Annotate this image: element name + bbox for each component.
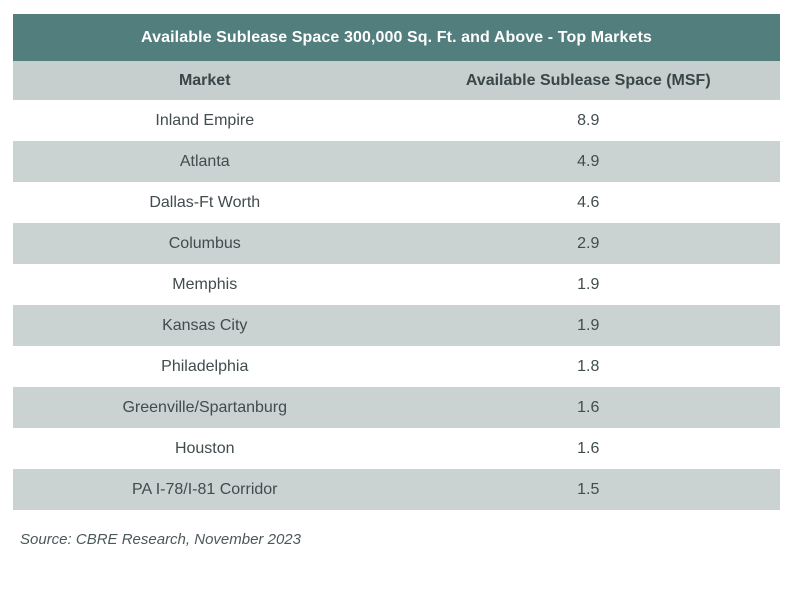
market-cell: Inland Empire [155,111,255,129]
table-row: Dallas-Ft Worth 4.6 [13,182,780,223]
market-cell: Houston [174,439,235,457]
table-title: Available Sublease Space 300,000 Sq. Ft.… [141,28,652,46]
column-header-value: Available Sublease Space (MSF) [465,71,711,89]
market-cell: Dallas-Ft Worth [149,193,261,211]
market-cell: Philadelphia [161,357,249,375]
table-row: Philadelphia 1.8 [13,346,780,387]
value-cell: 4.9 [577,152,600,170]
value-cell: 4.6 [577,193,600,211]
table-body: Inland Empire 8.9 Atlanta 4.9 Dallas-Ft … [13,100,780,510]
value-cell: 1.8 [577,357,600,375]
sublease-table-figure: Available Sublease Space 300,000 Sq. Ft.… [13,14,780,510]
value-cell: 1.6 [577,439,600,457]
table-row: Atlanta 4.9 [13,141,780,182]
table-row: Greenville/Spartanburg 1.6 [13,387,780,428]
value-cell: 1.9 [577,275,600,293]
table-row: Kansas City 1.9 [13,305,780,346]
value-cell: 2.9 [577,234,600,252]
value-cell: 8.9 [577,111,600,129]
market-cell: Columbus [168,234,241,252]
market-cell: Memphis [172,275,238,293]
table-row: Inland Empire 8.9 [13,100,780,141]
market-cell: Greenville/Spartanburg [122,398,288,416]
table-row: Columbus 2.9 [13,223,780,264]
market-cell: Kansas City [162,316,248,334]
market-cell: Atlanta [179,152,230,170]
value-cell: 1.9 [577,316,600,334]
table-row: Memphis 1.9 [13,264,780,305]
table-row: PA I-78/I-81 Corridor 1.5 [13,469,780,510]
source-note: Source: CBRE Research, November 2023 [20,531,301,548]
market-cell: PA I-78/I-81 Corridor [131,480,278,498]
value-cell: 1.5 [577,480,600,498]
column-header-row: Market Available Sublease Space (MSF) [13,61,780,100]
value-cell: 1.6 [577,398,600,416]
table-title-bar: Available Sublease Space 300,000 Sq. Ft.… [13,14,780,61]
column-header-market: Market [178,71,231,89]
table-row: Houston 1.6 [13,428,780,469]
